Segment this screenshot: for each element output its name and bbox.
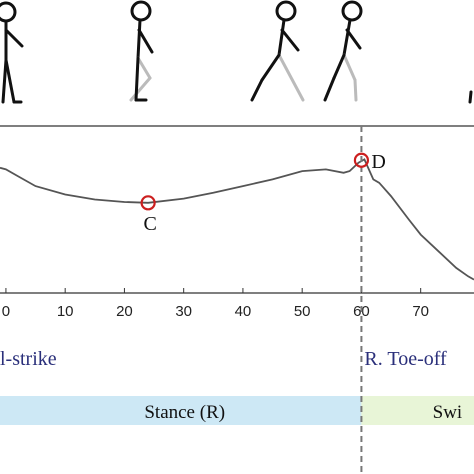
stick-figure-heel-strike <box>0 1 24 104</box>
event-label: l-strike <box>0 348 57 370</box>
event-label: R. Toe-off <box>364 348 447 370</box>
stick-figure-midstance <box>129 0 154 102</box>
x-tick-label: 50 <box>294 303 311 320</box>
x-tick-label: 30 <box>175 303 192 320</box>
stick-figure-toe-off <box>323 0 363 102</box>
point-markers: CD <box>140 151 386 235</box>
x-axis-ticks: 0 10 20 30 40 50 60 70 <box>2 288 429 320</box>
x-tick-label: 0 <box>2 303 10 320</box>
stick-figure-row <box>0 0 473 104</box>
point-marker-c <box>140 195 156 211</box>
stick-figure-terminal-stance <box>250 0 305 102</box>
phase-band <box>361 396 474 425</box>
point-marker-d <box>353 152 370 168</box>
x-tick-label: 10 <box>57 303 74 320</box>
phase-label: Stance (R) <box>144 402 225 423</box>
x-tick-label: 40 <box>235 303 252 320</box>
event-labels: l-strike R. Toe-off <box>0 348 447 370</box>
stick-figure-swing-partial <box>468 90 473 104</box>
series-line <box>0 158 474 281</box>
x-tick-label: 70 <box>412 303 429 320</box>
point-label-d: D <box>371 151 385 173</box>
x-tick-label: 20 <box>116 303 133 320</box>
point-label-c: C <box>143 213 156 235</box>
phase-label: Swi <box>433 402 463 423</box>
phase-bar: Stance (R) Swi <box>0 396 474 425</box>
phase-band <box>0 396 362 425</box>
